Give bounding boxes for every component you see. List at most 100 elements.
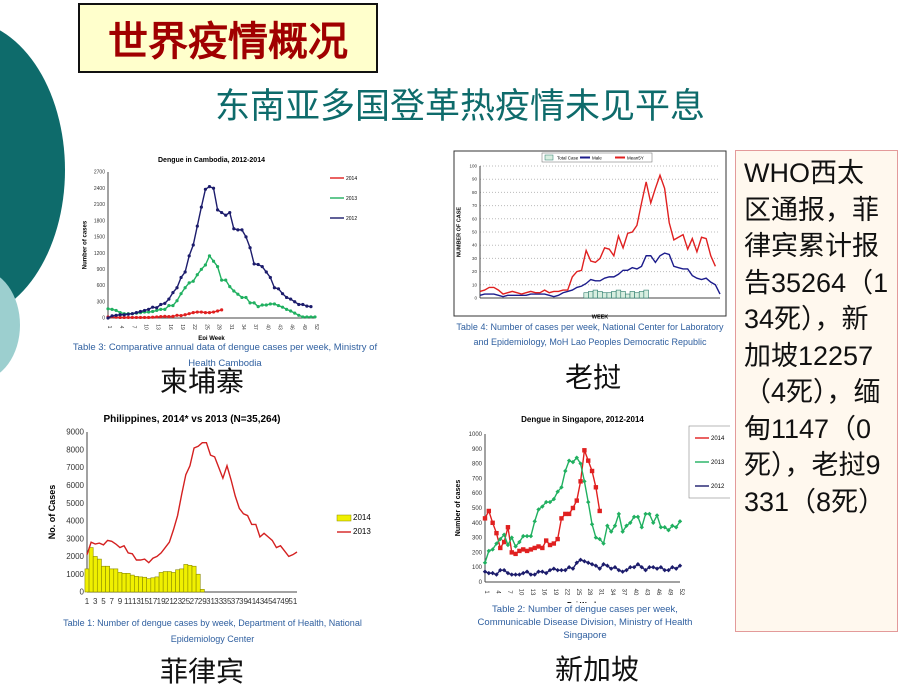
x-tick-label: 19 xyxy=(157,597,166,606)
data-point-2014 xyxy=(151,315,155,319)
x-tick-label: 43 xyxy=(644,589,650,596)
data-point-2012 xyxy=(272,286,277,290)
data-point-2014 xyxy=(207,310,212,315)
data-point-2013 xyxy=(309,315,313,319)
x-tick-label: 51 xyxy=(288,597,297,606)
data-point-2012 xyxy=(289,297,293,301)
data-point-2013 xyxy=(563,468,568,474)
x-tick-label: 49 xyxy=(667,589,673,596)
data-point-2012 xyxy=(142,308,147,313)
chart-title: Philippines, 2014* vs 2013 (N=35,264) xyxy=(103,414,280,425)
x-axis-label: WEEK xyxy=(592,314,609,320)
x-tick-label: 7 xyxy=(506,590,512,594)
bar-2014 xyxy=(121,573,127,593)
title-box: 世界疫情概况 xyxy=(78,3,378,73)
data-point-2014 xyxy=(191,310,195,315)
y-tick-label: 1200 xyxy=(94,251,105,257)
data-point-2013 xyxy=(248,301,252,305)
data-point-2013 xyxy=(616,511,622,517)
data-point-2013 xyxy=(612,523,618,528)
data-point-2012 xyxy=(171,290,175,295)
bar-2014 xyxy=(171,572,176,593)
data-point-2014 xyxy=(563,511,568,517)
data-point-2013 xyxy=(252,301,256,305)
data-point-2013 xyxy=(643,511,648,517)
legend-label: 2013 xyxy=(353,527,371,536)
data-point-2012 xyxy=(220,210,224,215)
data-point-2012 xyxy=(199,205,203,209)
data-point-2012 xyxy=(654,566,660,571)
x-tick-label: 3 xyxy=(93,597,98,606)
data-point-2012 xyxy=(276,287,281,291)
chart-singapore-svg: Dengue in Singapore, 2012-2014 0 100 200 300… xyxy=(455,415,730,603)
data-point-2013 xyxy=(666,528,671,533)
data-point-2012 xyxy=(482,569,488,574)
x-tick-label: 22 xyxy=(563,589,569,596)
series-line-male xyxy=(479,252,721,298)
data-point-2012 xyxy=(612,565,618,570)
data-point-2012 xyxy=(309,305,313,309)
bar-2014 xyxy=(109,568,115,593)
data-point-2013 xyxy=(647,511,652,517)
y-tick-label: 40 xyxy=(472,243,478,248)
y-tick-label: 100 xyxy=(472,565,483,571)
x-tick-label: 43 xyxy=(255,597,264,606)
data-point-2012 xyxy=(601,562,606,567)
data-point-2013 xyxy=(114,308,118,313)
bar-total-case xyxy=(634,292,640,299)
chart-singapore: Dengue in Singapore, 2012-2014 0 100 200 300… xyxy=(440,410,730,642)
legend-label: 2012 xyxy=(711,484,725,490)
series-line-2012 xyxy=(107,185,312,319)
data-point-2012 xyxy=(183,270,187,274)
data-point-2013 xyxy=(284,307,289,311)
bar-total-case xyxy=(643,289,649,299)
data-point-2012 xyxy=(505,570,511,576)
data-point-2012 xyxy=(215,208,220,212)
bar-2014 xyxy=(191,565,197,593)
y-tick-label: 4000 xyxy=(66,517,84,526)
chart-title: Dengue in Cambodia, 2012-2014 xyxy=(158,157,265,164)
y-tick-label: 2700 xyxy=(94,170,105,176)
bar-2014 xyxy=(105,565,110,593)
y-tick-label: 400 xyxy=(472,521,483,527)
y-tick-label: 900 xyxy=(97,267,106,273)
data-point-2013 xyxy=(635,514,641,520)
data-point-2013 xyxy=(191,279,195,283)
x-tick-label: 23 xyxy=(173,597,182,606)
data-point-2013 xyxy=(268,302,272,306)
data-point-2014 xyxy=(582,448,587,453)
x-axis-label: Epi Week xyxy=(567,602,598,603)
label-singapore: 新加坡 xyxy=(555,653,640,686)
data-point-2012 xyxy=(521,570,526,576)
data-point-2014 xyxy=(220,308,224,312)
data-point-2012 xyxy=(513,572,518,577)
caption-singapore: Table 2: Number of dengue cases per week… xyxy=(477,604,693,641)
data-point-2012 xyxy=(486,570,492,576)
caption-philippines: Table 1: Number of dengue cases by week,… xyxy=(63,618,362,644)
legend-swatch xyxy=(544,154,554,161)
data-point-2014 xyxy=(543,538,549,543)
chart-cambodia: Dengue in Cambodia, 2012-2014 0 300 600 900 1… xyxy=(60,150,390,372)
data-point-2012 xyxy=(582,559,587,564)
series-line-2014 xyxy=(484,450,601,555)
y-tick-label: 0 xyxy=(102,316,105,322)
legend-label: Mean5Y xyxy=(627,156,644,161)
series-line-mean5y xyxy=(479,173,717,295)
bar-2014 xyxy=(166,571,172,593)
data-point-2014 xyxy=(586,458,591,463)
data-point-2014 xyxy=(199,310,203,314)
x-tick-label: 7 xyxy=(109,597,114,606)
y-tick-label: 60 xyxy=(472,216,478,221)
label-laos: 老挝 xyxy=(565,361,622,394)
data-point-2013 xyxy=(532,519,537,524)
data-point-2013 xyxy=(524,533,530,539)
bar-2014 xyxy=(183,564,189,593)
data-point-2013 xyxy=(589,522,595,527)
data-point-2013 xyxy=(624,523,629,528)
data-point-2014 xyxy=(559,516,564,521)
x-tick-label: 25 xyxy=(181,597,190,606)
y-tick-label: 0 xyxy=(80,588,85,597)
data-point-2012 xyxy=(224,213,228,217)
x-tick-label: 39 xyxy=(239,597,248,606)
bar-2014 xyxy=(117,572,123,593)
